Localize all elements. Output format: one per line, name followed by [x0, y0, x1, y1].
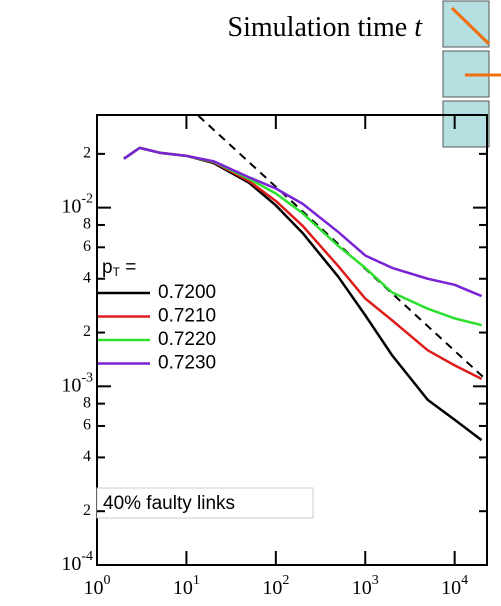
legend-label: 0.7220: [158, 329, 216, 350]
legend-label: 0.7200: [158, 282, 216, 303]
plot-area: [123, 115, 486, 442]
y-tick-label: 10-3: [61, 371, 93, 396]
x-tick-label: 101: [173, 573, 200, 598]
y-tick-label: 10-2: [61, 192, 93, 217]
x-tick-label: 102: [262, 573, 289, 598]
series-line: [123, 146, 483, 298]
icon-glyph: [450, 6, 491, 46]
x-tick-label: 100: [84, 573, 111, 598]
legend-label: 0.7210: [158, 306, 216, 327]
plot-frame: [96, 114, 488, 566]
legend-title: pT =: [102, 257, 136, 279]
y-tick-label: 10-4: [61, 549, 93, 574]
y-tick-label: 4: [83, 269, 91, 286]
y-tick-label: 2: [83, 323, 91, 340]
annotation: 40% faulty links: [103, 493, 235, 514]
annotation-box: [96, 487, 314, 519]
y-tick-label: 2: [83, 145, 91, 162]
y-tick-label: 6: [83, 417, 91, 434]
y-tick-label: 8: [83, 216, 91, 233]
legend-label: 0.7230: [158, 353, 216, 374]
reference-line: [197, 115, 486, 380]
y-tick-label: 8: [83, 394, 91, 411]
x-tick-label: 103: [352, 573, 379, 598]
y-tick-label: 2: [83, 502, 91, 519]
chart-title: Simulation time t: [228, 12, 424, 43]
x-tick-label: 104: [441, 573, 468, 598]
toolbar-icons: [442, 0, 501, 148]
y-tick-label: 4: [83, 448, 91, 465]
y-tick-label: 6: [83, 238, 91, 255]
icon-button[interactable]: [442, 100, 490, 148]
icon-button[interactable]: [442, 0, 490, 48]
